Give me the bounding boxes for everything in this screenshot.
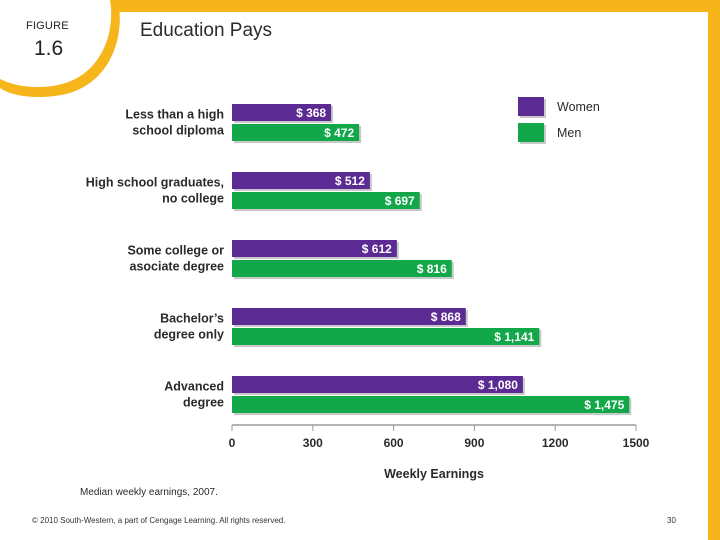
- data-label: $ 612: [362, 242, 392, 256]
- men-bar: [232, 260, 452, 277]
- women-bar: [232, 104, 332, 121]
- data-label: $ 472: [324, 126, 354, 140]
- data-label: $ 368: [296, 106, 326, 120]
- women-bar: [232, 172, 370, 189]
- data-label: $ 1,141: [494, 330, 534, 344]
- category-label: degree: [183, 396, 224, 410]
- category-label: Some college or: [127, 244, 224, 258]
- women-bar: [232, 308, 466, 325]
- frame-top-band: [0, 0, 720, 12]
- men-bar: [232, 124, 360, 141]
- legend-label: Men: [557, 126, 581, 140]
- data-label: $ 512: [335, 174, 365, 188]
- category-label: High school graduates,: [86, 176, 224, 190]
- men-bar: [232, 192, 420, 209]
- data-label: $ 816: [417, 262, 447, 276]
- figure-label: FIGURE: [26, 20, 69, 32]
- legend-label: Women: [557, 100, 600, 114]
- women-bar: [232, 240, 397, 257]
- category-label: asociate degree: [130, 260, 225, 274]
- women-bar: [232, 376, 523, 393]
- page-number: 30: [667, 516, 676, 525]
- category-label: Bachelor’s: [160, 312, 224, 326]
- x-tick-label: 1500: [623, 436, 650, 450]
- x-tick-label: 1200: [542, 436, 569, 450]
- frame-right-band: [708, 0, 720, 540]
- copyright-text: © 2010 South-Western, a part of Cengage …: [32, 516, 286, 525]
- legend-swatch-women: [518, 97, 544, 116]
- x-axis-title: Weekly Earnings: [384, 467, 484, 481]
- men-bar: [232, 328, 540, 345]
- x-tick-label: 0: [229, 436, 236, 450]
- legend-swatch-men: [518, 123, 544, 142]
- chart-note: Median weekly earnings, 2007.: [80, 487, 218, 498]
- category-label: school diploma: [132, 124, 225, 138]
- page-title: Education Pays: [140, 20, 273, 41]
- x-tick-label: 600: [384, 436, 404, 450]
- data-label: $ 868: [431, 310, 461, 324]
- category-label: degree only: [154, 328, 224, 342]
- men-bar: [232, 396, 630, 413]
- category-label: no college: [162, 192, 224, 206]
- data-label: $ 1,080: [478, 378, 518, 392]
- data-label: $ 1,475: [584, 398, 624, 412]
- category-label: Less than a high: [125, 108, 224, 122]
- frame-corner-cutout: [0, 0, 112, 88]
- data-label: $ 697: [385, 194, 415, 208]
- x-tick-label: 300: [303, 436, 323, 450]
- x-tick-label: 900: [464, 436, 484, 450]
- category-label: Advanced: [164, 380, 224, 394]
- figure-number: 1.6: [34, 37, 64, 60]
